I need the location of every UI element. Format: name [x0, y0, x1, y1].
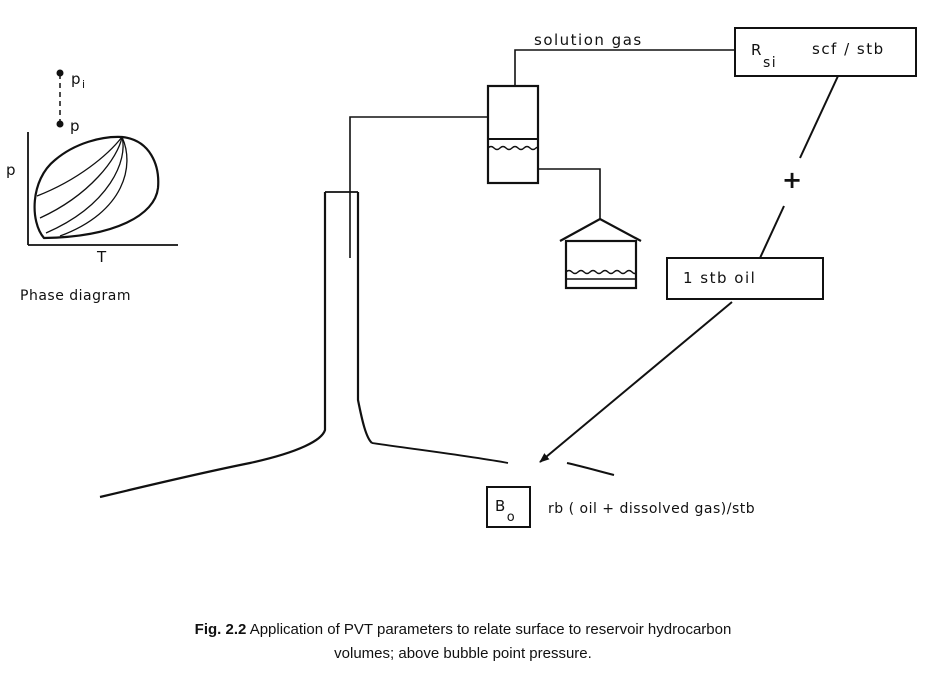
stock-tank-oil-box: [666, 257, 824, 300]
caption-text-1: Application of PVT parameters to relate …: [249, 621, 732, 638]
bo-box: [486, 486, 531, 528]
current-pressure-label: p: [70, 117, 81, 135]
phase-x-axis-label: T: [96, 248, 108, 266]
separator: [486, 84, 540, 185]
reservoir-far-surface: [566, 462, 615, 476]
phase-y-axis-label: p: [6, 161, 17, 179]
phase-diagram-title: Phase diagram: [20, 288, 131, 304]
stock-tank-body: [564, 239, 638, 290]
quality-line: [39, 136, 123, 219]
rsi-box: [734, 27, 917, 77]
stock-tank-roof: [559, 217, 642, 242]
current-pressure-point: [56, 120, 64, 128]
caption-line-2: volumes; above bubble point pressure.: [334, 645, 592, 662]
stock-tank: [559, 217, 642, 290]
separator-vessel: [486, 84, 540, 185]
gas-line: [514, 49, 735, 86]
separator-liquid-surface: [487, 145, 539, 151]
wellbore-left-wall: [99, 192, 327, 499]
stb-connector: [759, 205, 785, 259]
reservoir-arrow: [539, 301, 733, 463]
phase-diagram: [27, 74, 178, 246]
quality-line: [36, 136, 123, 197]
figure-caption: Fig. 2.2 Application of PVT parameters t…: [0, 618, 926, 666]
flowline: [349, 116, 488, 258]
stock-tank-oil-label: 1 stb oil: [683, 269, 756, 287]
quality-line: [59, 136, 128, 237]
quality-line: [45, 136, 124, 234]
reservoir-right-surface: [371, 442, 509, 464]
figure-number: Fig. 2.2: [194, 621, 247, 638]
rsi-connector: [799, 75, 839, 159]
stock-tank-liquid-surface: [565, 269, 637, 275]
wellbore-right-wall: [356, 192, 373, 444]
rsi-units: scf / stb: [812, 40, 885, 58]
rsi-symbol: Rsi: [751, 41, 777, 71]
initial-pressure-point: [56, 69, 64, 77]
caption-line-1: Fig. 2.2 Application of PVT parameters t…: [0, 618, 926, 642]
phase-envelope: [33, 135, 160, 240]
plus-sign: +: [782, 166, 802, 194]
solution-gas-label: solution gas: [534, 31, 643, 49]
bo-units: rb ( oil + dissolved gas)/stb: [548, 501, 755, 517]
liquid-line: [538, 168, 601, 219]
bo-symbol: Bo: [495, 497, 516, 525]
initial-pressure-label: pi: [71, 70, 87, 91]
wellbore: [99, 191, 615, 499]
